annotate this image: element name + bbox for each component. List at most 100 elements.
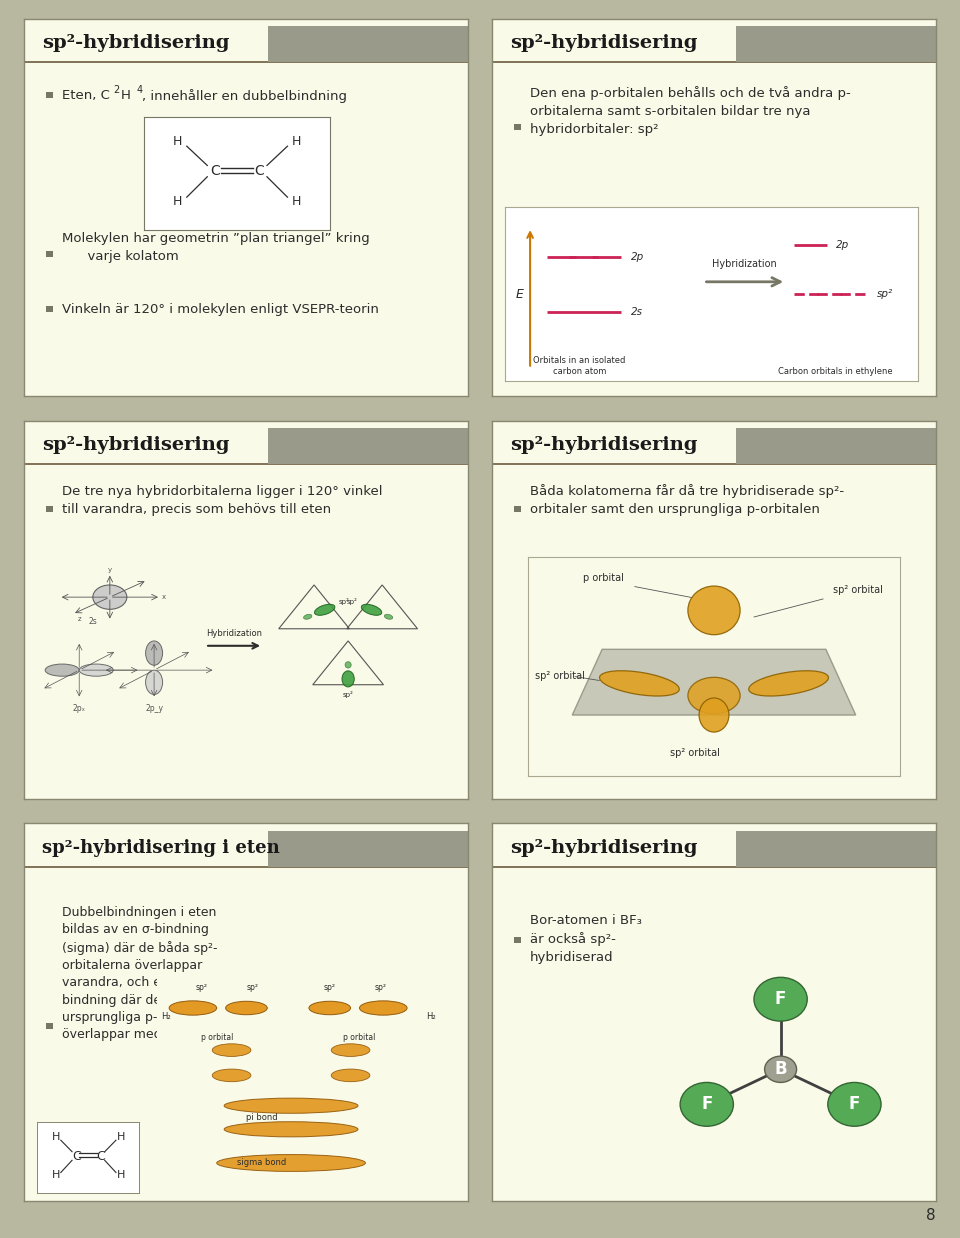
Ellipse shape [600,671,680,696]
Ellipse shape [315,604,335,615]
Text: sp² orbital: sp² orbital [670,749,720,759]
Text: sp²: sp² [247,983,258,992]
Text: F: F [701,1096,712,1113]
Bar [736,428,936,464]
Text: sp²: sp² [324,983,336,992]
Text: De tre nya hybridorbitalerna ligger i 120° vinkel
till varandra, precis som behö: De tre nya hybridorbitalerna ligger i 12… [61,485,382,516]
Ellipse shape [80,664,113,676]
Ellipse shape [146,670,162,695]
Ellipse shape [754,977,807,1021]
Ellipse shape [224,1122,358,1136]
Text: p orbital: p orbital [584,573,624,583]
Text: H₂: H₂ [161,1011,171,1021]
Text: H: H [117,1133,125,1143]
Text: F: F [849,1096,860,1113]
Text: sp²-hybridisering: sp²-hybridisering [42,437,229,454]
Text: Molekylen har geometrin ”plan triangel” kring
      varje kolatom: Molekylen har geometrin ”plan triangel” … [61,232,370,262]
Bar [46,92,54,98]
Text: Bor-atomen i BF₃
är också sp²-
hybridiserad: Bor-atomen i BF₃ är också sp²- hybridise… [530,914,641,964]
Bar [515,506,521,513]
Text: sp²: sp² [196,983,207,992]
Text: C: C [254,165,264,178]
Ellipse shape [680,1082,733,1127]
Bar [46,306,54,312]
Text: Hybridization: Hybridization [206,629,262,638]
Text: x: x [162,594,166,600]
Ellipse shape [699,698,729,732]
Ellipse shape [688,586,740,635]
Ellipse shape [764,1056,797,1082]
Text: F: F [775,990,786,1008]
Ellipse shape [359,1000,407,1015]
Text: C: C [210,165,220,178]
Text: 2pₓ: 2pₓ [73,704,85,713]
Text: H₂: H₂ [426,1011,436,1021]
Text: sp²-hybridisering: sp²-hybridisering [510,437,697,454]
Bar [268,428,468,464]
Bar [268,26,468,62]
Text: Hybridization: Hybridization [712,259,778,269]
Ellipse shape [384,614,393,619]
Ellipse shape [45,664,80,676]
Text: sp²-hybridisering: sp²-hybridisering [510,35,697,52]
Ellipse shape [303,614,312,619]
Text: z: z [78,617,81,621]
Text: sp² orbital: sp² orbital [535,671,585,681]
Text: 2p: 2p [835,240,849,250]
Ellipse shape [224,1098,358,1113]
Text: sp²: sp² [343,692,353,698]
Text: p orbital: p orbital [201,1034,233,1042]
Text: 2: 2 [113,85,120,95]
Bar [46,1024,54,1030]
Text: E: E [516,287,523,301]
Ellipse shape [169,1000,217,1015]
Text: C: C [96,1150,105,1162]
Text: 2s: 2s [88,617,97,625]
Text: 2p_y: 2p_y [145,704,163,713]
Text: H: H [173,196,182,208]
Ellipse shape [226,1002,267,1015]
Text: sp²: sp² [347,598,357,605]
Text: sp²-hybridisering i eten: sp²-hybridisering i eten [42,839,279,857]
Ellipse shape [361,604,382,615]
Text: H: H [292,196,301,208]
Text: 2s: 2s [632,307,643,317]
Text: Den ena p-orbitalen behålls och de två andra p-
orbitalerna samt s-orbitalen bil: Den ena p-orbitalen behålls och de två a… [530,87,851,136]
Text: Eten, C: Eten, C [61,89,109,103]
Text: sp²: sp² [374,983,386,992]
Ellipse shape [688,677,740,714]
Text: H: H [117,1170,125,1180]
Text: H: H [173,135,182,149]
Text: Carbon orbitals in ethylene: Carbon orbitals in ethylene [779,368,893,376]
Ellipse shape [309,1002,350,1015]
Bar [736,831,936,867]
Text: sp²: sp² [339,598,349,605]
Text: 4: 4 [136,85,142,95]
Text: sp² orbital: sp² orbital [833,586,883,595]
Text: , innehåller en dubbelbindning: , innehåller en dubbelbindning [142,89,347,103]
Ellipse shape [331,1044,370,1056]
Ellipse shape [345,661,351,669]
Bar [268,831,468,867]
Text: sigma bond: sigma bond [237,1159,286,1167]
Ellipse shape [93,586,127,609]
Text: H: H [52,1170,60,1180]
Text: C: C [72,1150,81,1162]
Text: y: y [108,567,112,573]
Text: p orbital: p orbital [344,1034,375,1042]
Text: 2p: 2p [632,253,644,262]
Text: pi bond: pi bond [246,1113,277,1122]
Text: H: H [292,135,301,149]
Text: H: H [121,89,131,103]
Text: Orbitals in an isolated
carbon atom: Orbitals in an isolated carbon atom [534,357,626,376]
Text: Båda kolatomerna får då tre hybridiserade sp²-
orbitaler samt den ursprungliga p: Båda kolatomerna får då tre hybridiserad… [530,484,844,516]
Ellipse shape [342,671,354,687]
Bar [46,251,54,256]
Ellipse shape [217,1155,366,1171]
Text: H: H [52,1133,60,1143]
Text: 8: 8 [926,1208,936,1223]
Bar [515,936,521,942]
Polygon shape [572,649,855,716]
Text: B: B [775,1060,787,1078]
Text: sp²: sp² [876,290,893,300]
